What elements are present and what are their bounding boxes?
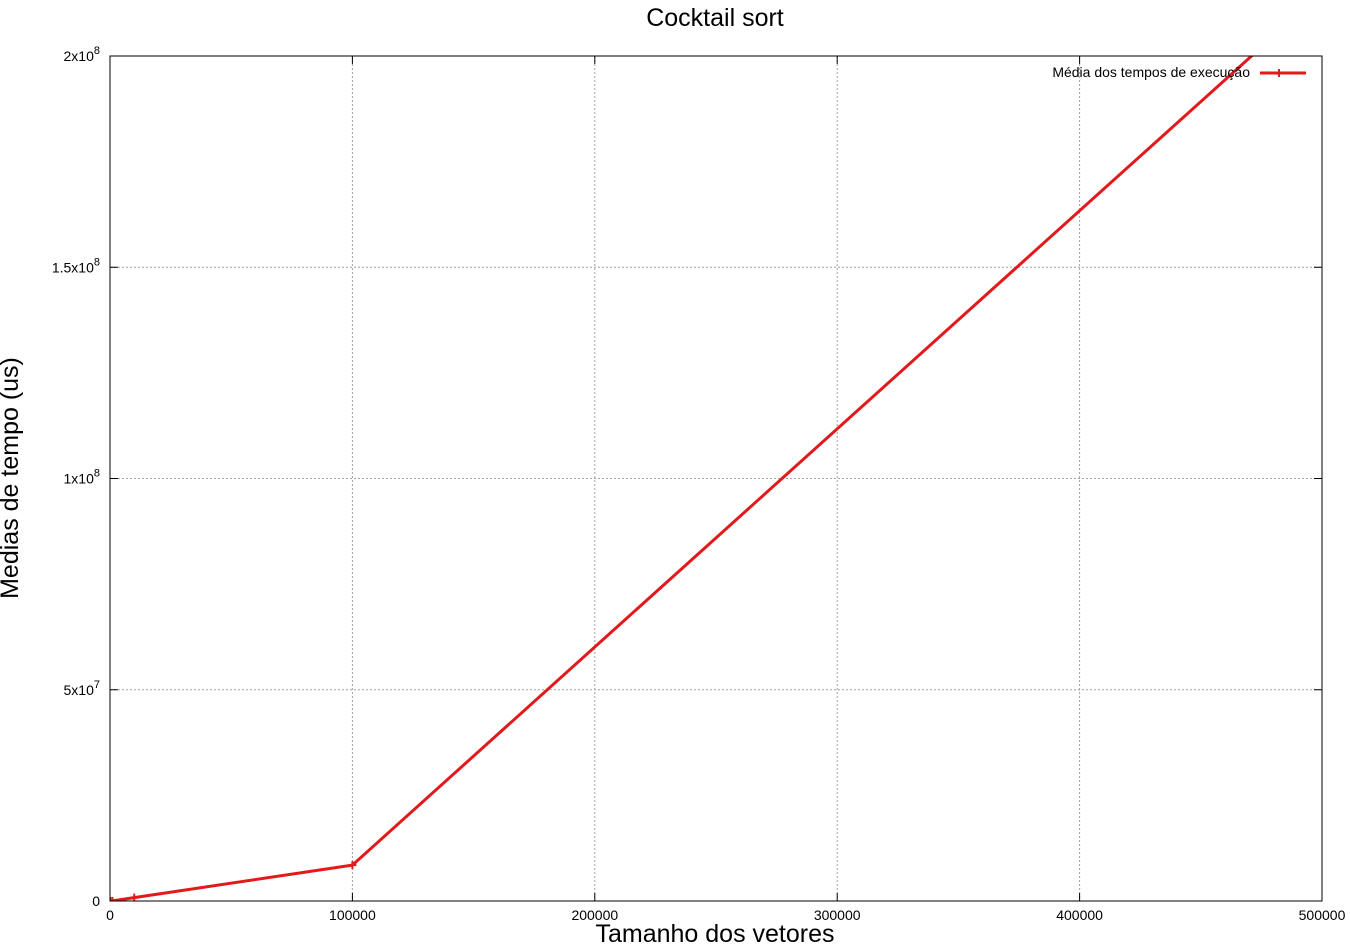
x-gridlines [351,56,1081,901]
plot-border [109,55,1323,902]
data-point-0-2 [130,893,139,901]
y-axis-ticks: 0 5x107 1x108 1.5x108 2x108 [52,45,1322,909]
chart-title: Cocktail sort [646,4,784,32]
x-tick-label-5: 500000 [1299,907,1346,923]
data-point-0-3 [348,861,357,870]
y-axis-title: Medias de tempo (us) [0,357,24,599]
legend: Média dos tempos de execução [1052,64,1306,80]
y-tick-label-3: 1.5x108 [52,256,100,275]
x-tick-label-2: 200000 [571,907,618,923]
x-axis-title: Tamanho dos vetores [595,920,834,948]
x-tick-label-4: 400000 [1056,907,1103,923]
y-tick-label-2: 1x108 [64,468,100,487]
series-group [110,56,1254,901]
y-tick-label-1: 5x107 [64,679,100,698]
legend-swatch-marker [1275,69,1283,77]
y-tick-label-0: 0 [92,893,100,909]
x-tick-label-0: 0 [106,907,114,923]
y-tick-label-4: 2x108 [64,45,100,64]
x-axis-ticks: 0 100000 200000 300000 400000 500000 [106,56,1346,923]
series-line-0 [110,56,1254,901]
y-gridlines [110,266,1322,691]
x-tick-label-1: 100000 [329,907,376,923]
legend-label: Média dos tempos de execução [1052,64,1250,80]
x-tick-label-3: 300000 [814,907,861,923]
